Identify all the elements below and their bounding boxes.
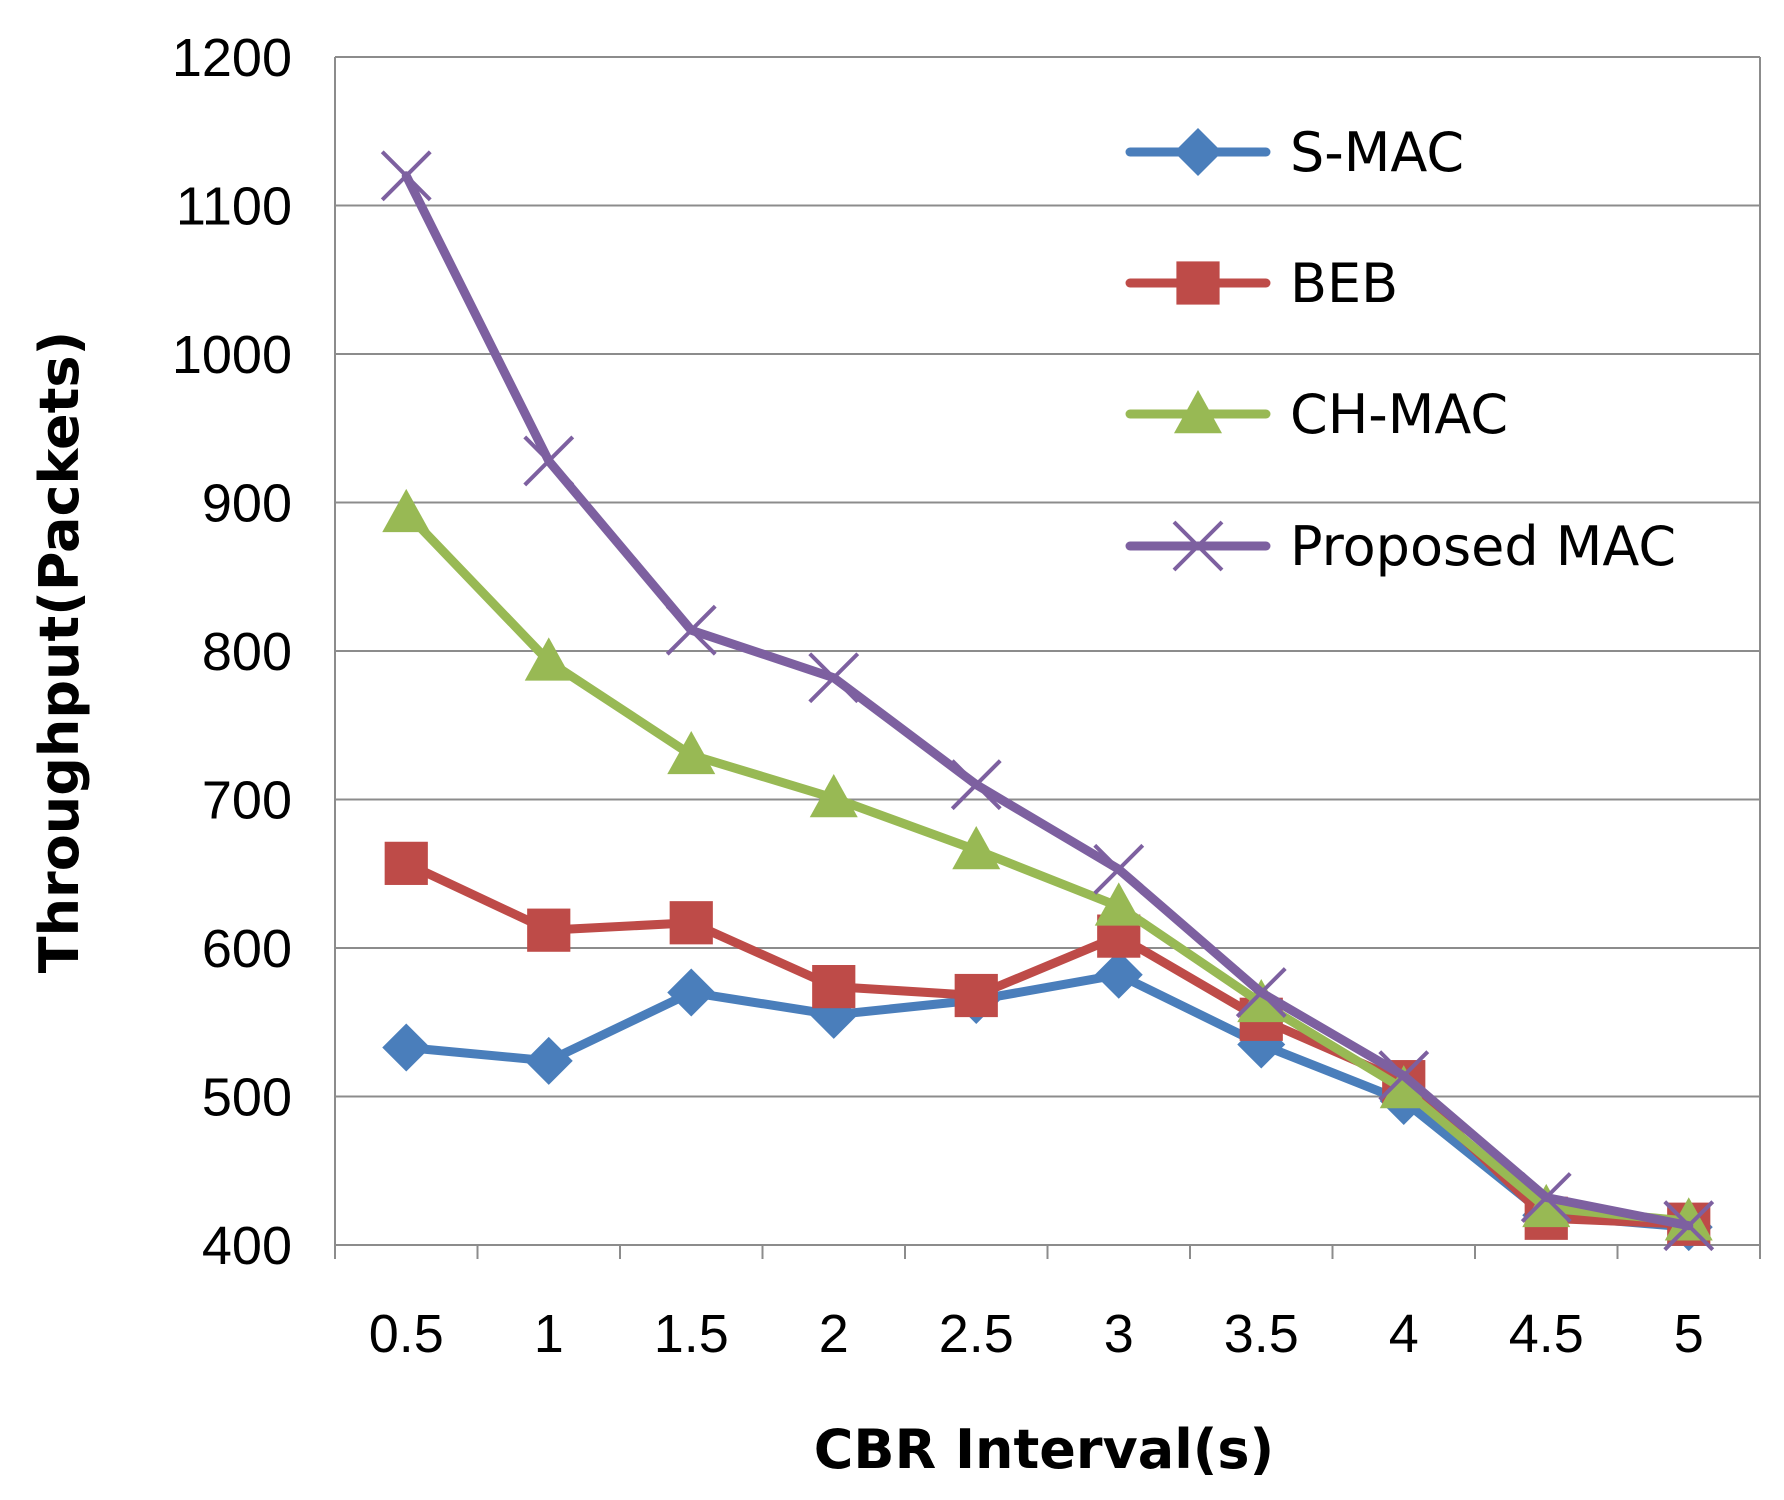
series-s-mac <box>382 950 1713 1252</box>
series-proposed-mac <box>380 150 1715 1252</box>
data-point <box>812 965 856 1009</box>
x-tick-label: 3.5 <box>1224 1304 1299 1364</box>
y-tick-labels: 400 500 600 700 800 900 1000 1100 1200 <box>172 28 292 1276</box>
data-point <box>1520 1172 1572 1223</box>
data-point <box>1379 1065 1428 1109</box>
legend-label: S-MAC <box>1290 121 1464 184</box>
data-point <box>1093 843 1145 895</box>
data-point <box>808 652 860 704</box>
series-group <box>380 150 1715 1252</box>
data-point <box>667 968 716 1017</box>
data-point <box>382 488 431 533</box>
x-tick-label: 4.5 <box>1509 1304 1584 1364</box>
data-point <box>523 435 575 487</box>
legend-item: BEB <box>1125 252 1398 315</box>
y-tick-label: 400 <box>202 1216 292 1276</box>
data-point <box>667 730 716 775</box>
x-tick-label: 3 <box>1104 1304 1134 1364</box>
x-tick-label: 2 <box>819 1304 849 1364</box>
x-tick-label: 2.5 <box>939 1304 1014 1364</box>
data-point <box>524 637 573 681</box>
data-point <box>954 973 998 1018</box>
legend-label: CH-MAC <box>1290 383 1508 446</box>
data-point <box>1664 1197 1713 1241</box>
data-point <box>952 825 1001 870</box>
legend-item: S-MAC <box>1125 121 1464 184</box>
x-tick-label: 1.5 <box>654 1304 729 1364</box>
series-line <box>401 171 1694 1231</box>
data-point <box>1094 950 1143 999</box>
x-tick-label: 0.5 <box>369 1304 444 1364</box>
y-tick-label: 700 <box>202 771 292 831</box>
grid-lines <box>335 56 1760 1246</box>
y-tick-label: 900 <box>202 474 292 534</box>
legend-item: Proposed MAC <box>1125 515 1676 578</box>
data-point <box>1174 128 1222 176</box>
data-point <box>809 774 858 818</box>
data-point <box>382 1023 431 1072</box>
axes <box>334 57 1761 1259</box>
data-point <box>665 604 717 656</box>
legend-label: BEB <box>1290 252 1398 315</box>
x-tick-label: 1 <box>534 1304 564 1364</box>
x-tick-label: 5 <box>1674 1304 1704 1364</box>
legend: S-MAC BEB CH-MAC Proposed MAC <box>1125 121 1676 578</box>
data-point <box>527 908 571 952</box>
data-point <box>1235 967 1287 1018</box>
data-point <box>1094 882 1143 926</box>
x-tick-labels: 0.5 1 1.5 2 2.5 3 3.5 4 4.5 5 <box>369 1304 1704 1364</box>
data-point <box>669 901 713 945</box>
data-point <box>1378 1050 1430 1102</box>
data-point <box>1522 1183 1571 1228</box>
data-point <box>380 150 432 202</box>
y-tick-label: 800 <box>202 622 292 682</box>
y-tick-label: 500 <box>202 1068 292 1128</box>
data-point <box>524 1036 573 1085</box>
y-tick-label: 1100 <box>176 177 292 237</box>
data-point <box>950 759 1002 811</box>
series-line <box>401 508 1694 1226</box>
legend-label: Proposed MAC <box>1290 515 1676 578</box>
x-tick-label: 4 <box>1389 1304 1419 1364</box>
data-point <box>1176 261 1220 305</box>
data-point <box>1663 1200 1715 1252</box>
y-axis-title: Throughput(Packets) <box>28 331 91 973</box>
y-tick-label: 1200 <box>172 28 292 88</box>
x-axis-title: CBR Interval(s) <box>814 1418 1274 1481</box>
data-point <box>1237 978 1286 1023</box>
data-point <box>1174 390 1222 434</box>
legend-item: CH-MAC <box>1125 383 1508 446</box>
y-tick-label: 600 <box>202 919 292 979</box>
series-line <box>401 970 1694 1232</box>
series-ch-mac <box>382 488 1713 1241</box>
data-point <box>384 841 428 885</box>
y-tick-label: 1000 <box>172 325 292 385</box>
data-point <box>1172 520 1224 572</box>
